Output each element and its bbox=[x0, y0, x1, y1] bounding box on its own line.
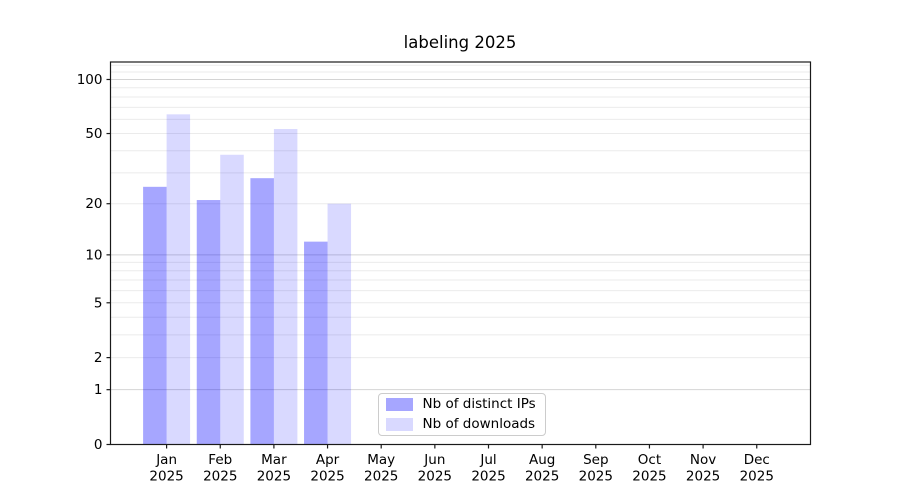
legend-item-downloads: Nb of downloads bbox=[385, 416, 545, 432]
y-tick-label: 1 bbox=[94, 382, 103, 398]
x-tick-label-year: 2025 bbox=[310, 469, 344, 485]
x-tick-label-month: Apr bbox=[316, 452, 340, 468]
legend: Nb of distinct IPs Nb of downloads bbox=[377, 392, 546, 436]
x-tick-label-year: 2025 bbox=[364, 469, 398, 485]
x-tick-label-year: 2025 bbox=[686, 469, 720, 485]
legend-label-downloads: Nb of downloads bbox=[422, 416, 536, 432]
x-tick-label-year: 2025 bbox=[525, 469, 559, 485]
x-tick-label-year: 2025 bbox=[203, 469, 237, 485]
x-tick-label-year: 2025 bbox=[579, 469, 613, 485]
y-tick-label: 2 bbox=[94, 350, 103, 366]
y-tick-label: 50 bbox=[85, 126, 102, 142]
legend-item-distinct-ips: Nb of distinct IPs bbox=[385, 396, 545, 412]
x-tick-label-year: 2025 bbox=[149, 469, 183, 485]
bar-nb-of-distinct-ips-feb-2025 bbox=[196, 200, 221, 445]
x-tick-label-month: Jun bbox=[423, 452, 445, 468]
x-tick-label-month: Feb bbox=[208, 452, 232, 468]
x-tick-label-month: Jul bbox=[479, 452, 496, 468]
legend-swatch-distinct-ips bbox=[385, 397, 413, 411]
x-tick-label-month: Aug bbox=[529, 452, 555, 468]
y-tick-label: 0 bbox=[94, 437, 103, 453]
x-tick-label-month: Mar bbox=[261, 452, 287, 468]
bar-nb-of-downloads-mar-2025 bbox=[273, 129, 298, 445]
bar-nb-of-distinct-ips-apr-2025 bbox=[304, 241, 328, 445]
x-tick-label-month: Sep bbox=[583, 452, 608, 468]
x-tick-label-month: Jan bbox=[155, 452, 177, 468]
y-tick-label: 5 bbox=[94, 295, 103, 311]
x-tick-label-year: 2025 bbox=[257, 469, 291, 485]
bar-nb-of-downloads-feb-2025 bbox=[220, 154, 244, 445]
x-tick-label-year: 2025 bbox=[632, 469, 666, 485]
legend-swatch-downloads bbox=[385, 417, 413, 431]
plot-frame bbox=[109, 61, 812, 446]
bar-nb-of-distinct-ips-jan-2025 bbox=[143, 186, 167, 445]
bar-nb-of-downloads-apr-2025 bbox=[327, 203, 352, 445]
bar-nb-of-distinct-ips-mar-2025 bbox=[250, 178, 274, 445]
bar-nb-of-downloads-jan-2025 bbox=[166, 114, 191, 445]
y-tick-label: 10 bbox=[85, 247, 102, 263]
x-tick-label-year: 2025 bbox=[418, 469, 452, 485]
x-tick-label-year: 2025 bbox=[471, 469, 505, 485]
chart-title: labeling 2025 bbox=[403, 33, 517, 52]
legend-label-distinct-ips: Nb of distinct IPs bbox=[422, 396, 536, 412]
x-tick-label-month: May bbox=[367, 452, 395, 468]
x-tick-label-month: Oct bbox=[638, 452, 661, 468]
y-tick-label: 20 bbox=[85, 196, 102, 212]
x-tick-label-month: Dec bbox=[744, 452, 770, 468]
x-tick-label-month: Nov bbox=[690, 452, 716, 468]
x-tick-label-year: 2025 bbox=[740, 469, 774, 485]
y-tick-label: 100 bbox=[77, 72, 103, 88]
